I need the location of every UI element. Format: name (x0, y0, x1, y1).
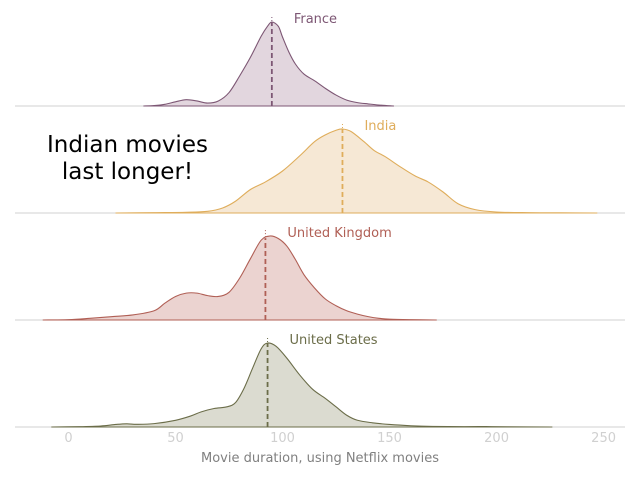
chart-annotation: Indian movies last longer! (47, 132, 208, 185)
series-label-united-states: United States (290, 333, 378, 348)
density-area-india (115, 128, 598, 213)
x-tick-0: 0 (64, 431, 72, 446)
density-curve-united-kingdom (42, 235, 437, 321)
x-tick-250: 250 (591, 431, 616, 446)
density-area-united-kingdom (42, 235, 437, 320)
series-label-united-kingdom: United Kingdom (287, 226, 391, 241)
x-tick-150: 150 (377, 431, 402, 446)
density-area-united-states (51, 342, 553, 427)
x-tick-200: 200 (484, 431, 509, 446)
density-curve-india (115, 128, 598, 214)
density-area-france (143, 22, 394, 106)
x-tick-50: 50 (167, 431, 184, 446)
series-label-france: France (294, 12, 337, 27)
x-axis-label: Movie duration, using Netflix movies (201, 451, 439, 466)
x-tick-100: 100 (270, 431, 295, 446)
series-label-india: India (364, 119, 396, 134)
